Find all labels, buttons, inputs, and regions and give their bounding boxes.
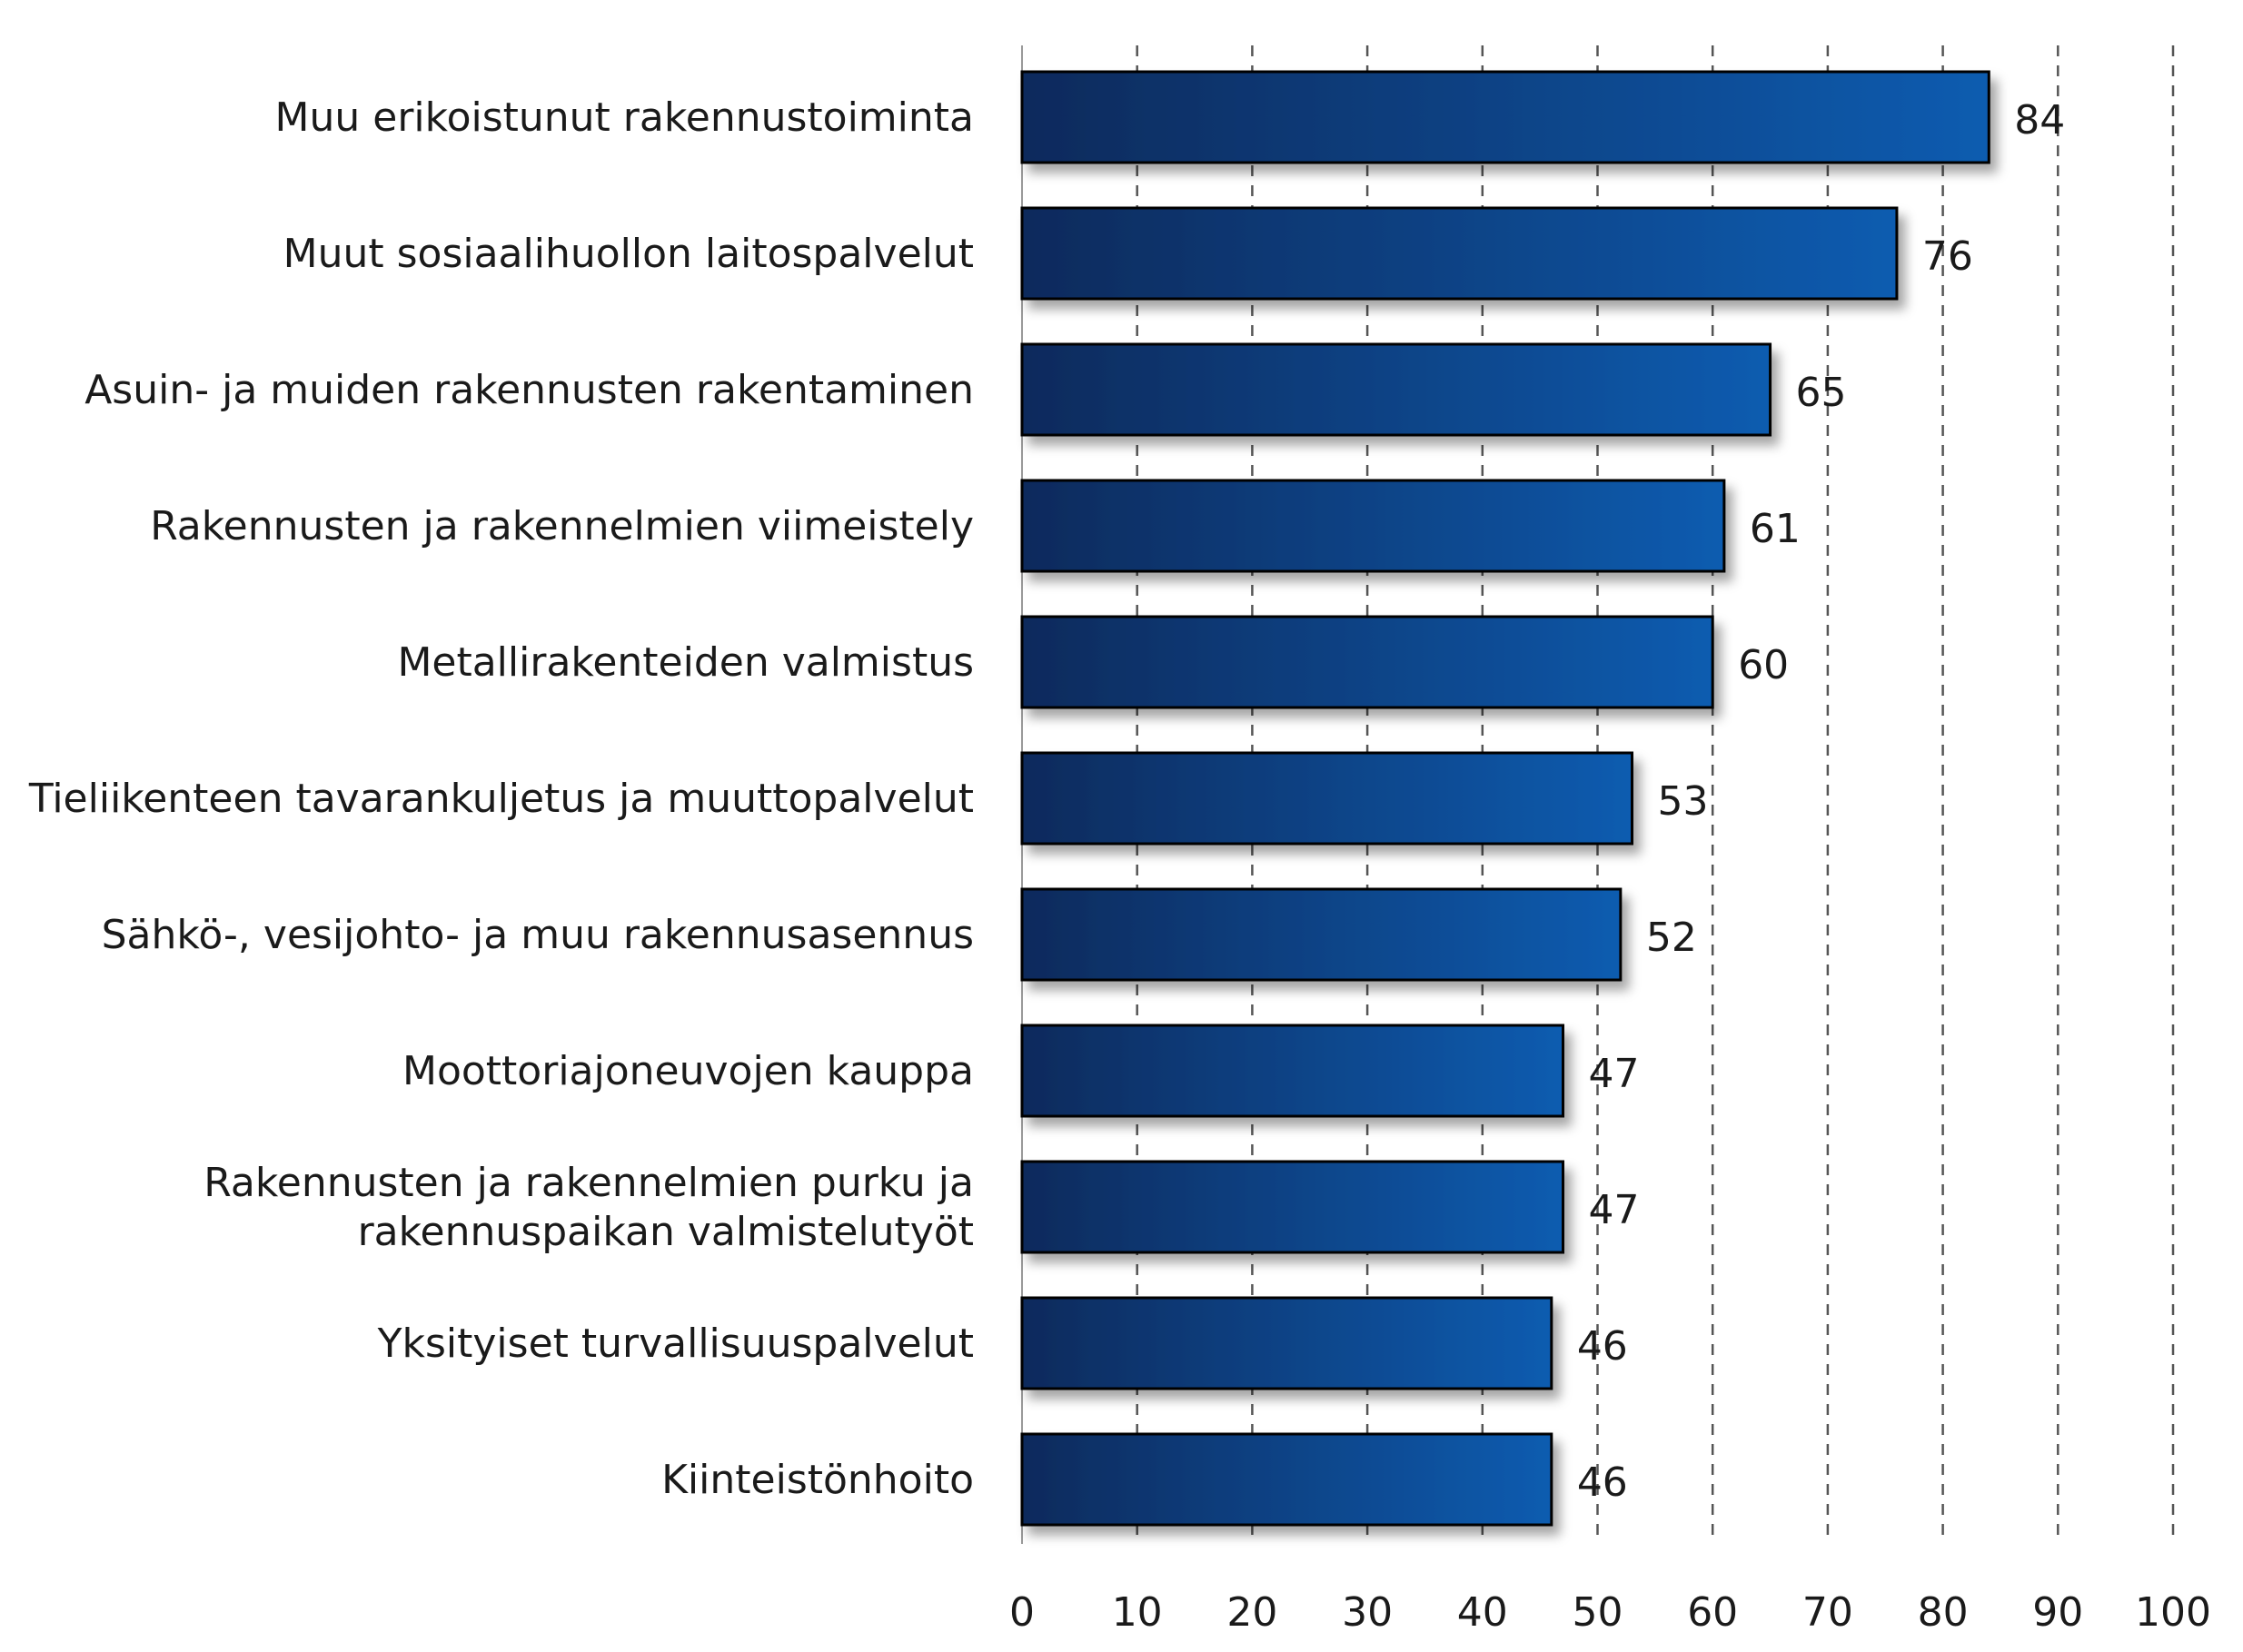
value-label-1: 76	[1922, 233, 1973, 280]
x-tick-label-40: 40	[1457, 1589, 1508, 1636]
bar-5	[1020, 751, 1634, 846]
value-labels: 84 76 65 61 60 53 52 47 47 46 46	[1577, 97, 2065, 1506]
category-label-10: Kiinteistönhoito	[661, 1457, 974, 1503]
category-label-3: Rakennusten ja rakennelmien viimeistely	[150, 503, 974, 549]
bar-6	[1020, 887, 1623, 982]
x-tick-label-70: 70	[1802, 1589, 1853, 1636]
bar-10	[1020, 1432, 1553, 1527]
value-label-5: 53	[1658, 778, 1709, 825]
value-label-4: 60	[1738, 642, 1789, 688]
category-label-4: Metallirakenteiden valmistus	[397, 639, 974, 686]
value-label-6: 52	[1646, 915, 1697, 961]
x-tick-label-10: 10	[1112, 1589, 1163, 1636]
bar-3	[1020, 479, 1726, 573]
value-label-2: 65	[1796, 370, 1847, 416]
category-label-2: Asuin- ja muiden rakennusten rakentamine…	[84, 367, 974, 413]
category-labels: Muu erikoistunut rakennustoiminta Muut so…	[28, 94, 974, 1503]
category-label-6: Sähkö-, vesijohto- ja muu rakennusasennu…	[102, 912, 974, 958]
bar-9	[1020, 1296, 1553, 1390]
category-label-8: Rakennusten ja rakennelmien purku ja rake…	[203, 1160, 974, 1255]
category-label-0: Muu erikoistunut rakennustoiminta	[275, 94, 974, 141]
bar-2	[1020, 342, 1772, 437]
x-axis-tick-labels: 0 10 20 30 40 50 60 70 80 90 100	[1009, 1589, 2211, 1636]
bar-1	[1020, 206, 1899, 301]
value-label-8: 47	[1588, 1187, 1639, 1233]
x-tick-label-30: 30	[1342, 1589, 1393, 1636]
x-tick-label-60: 60	[1687, 1589, 1738, 1636]
category-label-9: Yksityiset turvallisuuspalvelut	[377, 1321, 974, 1367]
value-label-10: 46	[1577, 1459, 1628, 1506]
value-label-7: 47	[1588, 1051, 1639, 1097]
x-tick-label-100: 100	[2135, 1589, 2211, 1636]
value-label-3: 61	[1750, 506, 1801, 552]
bar-7	[1020, 1024, 1564, 1118]
bars	[1020, 70, 1990, 1527]
category-label-1: Muut sosiaalihuollon laitospalvelut	[283, 231, 974, 277]
x-tick-label-50: 50	[1573, 1589, 1623, 1636]
category-label-5: Tieliikenteen tavarankuljetus ja muuttop…	[28, 776, 974, 822]
bar-0	[1020, 70, 1990, 164]
x-tick-label-20: 20	[1226, 1589, 1277, 1636]
value-label-0: 84	[2014, 97, 2065, 143]
x-tick-label-0: 0	[1009, 1589, 1035, 1636]
value-label-9: 46	[1577, 1323, 1628, 1370]
bar-4	[1020, 615, 1714, 709]
category-label-7: Moottoriajoneuvojen kauppa	[402, 1048, 974, 1094]
x-tick-label-90: 90	[2032, 1589, 2083, 1636]
x-tick-label-80: 80	[1918, 1589, 1969, 1636]
bar-8	[1020, 1160, 1564, 1254]
